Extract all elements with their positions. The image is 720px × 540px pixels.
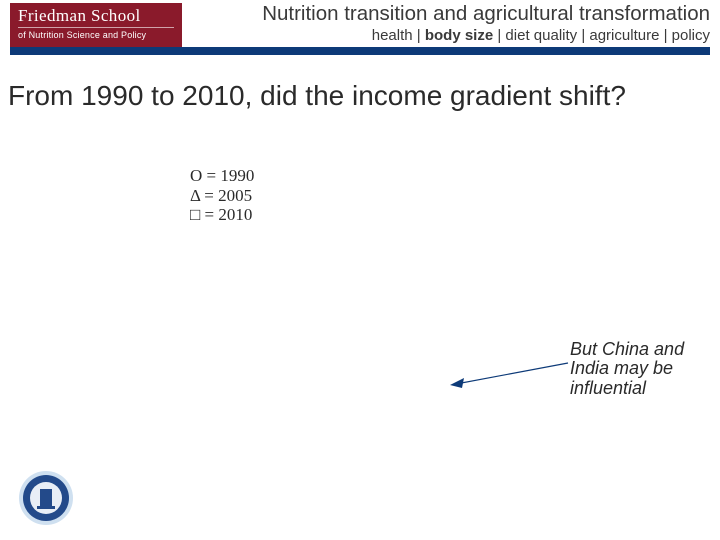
header: Friedman School of Nutrition Science and…	[0, 0, 720, 56]
legend-row: O = 1990	[190, 166, 254, 186]
university-seal-icon	[18, 470, 74, 526]
arrow-head	[450, 378, 464, 388]
logo-sub-text: of Nutrition Science and Policy	[18, 27, 174, 40]
seal-base	[37, 506, 55, 509]
legend-row: □ = 2010	[190, 205, 254, 225]
legend-row: Δ = 2005	[190, 186, 254, 206]
annotation-note: But China and India may be influential	[570, 340, 700, 398]
seal-building	[40, 489, 52, 506]
nav-line: health | body size | diet quality | agri…	[262, 27, 710, 44]
arrow-icon	[450, 358, 570, 398]
slide-title: Nutrition transition and agricultural tr…	[262, 2, 710, 26]
legend: O = 1990Δ = 2005□ = 2010	[190, 166, 254, 225]
logo-main-text: Friedman School	[18, 6, 174, 26]
header-divider-bar	[10, 47, 710, 55]
school-logo: Friedman School of Nutrition Science and…	[10, 3, 182, 47]
header-right: Nutrition transition and agricultural tr…	[262, 2, 710, 44]
arrow-line	[456, 363, 568, 384]
question-heading: From 1990 to 2010, did the income gradie…	[8, 80, 626, 112]
